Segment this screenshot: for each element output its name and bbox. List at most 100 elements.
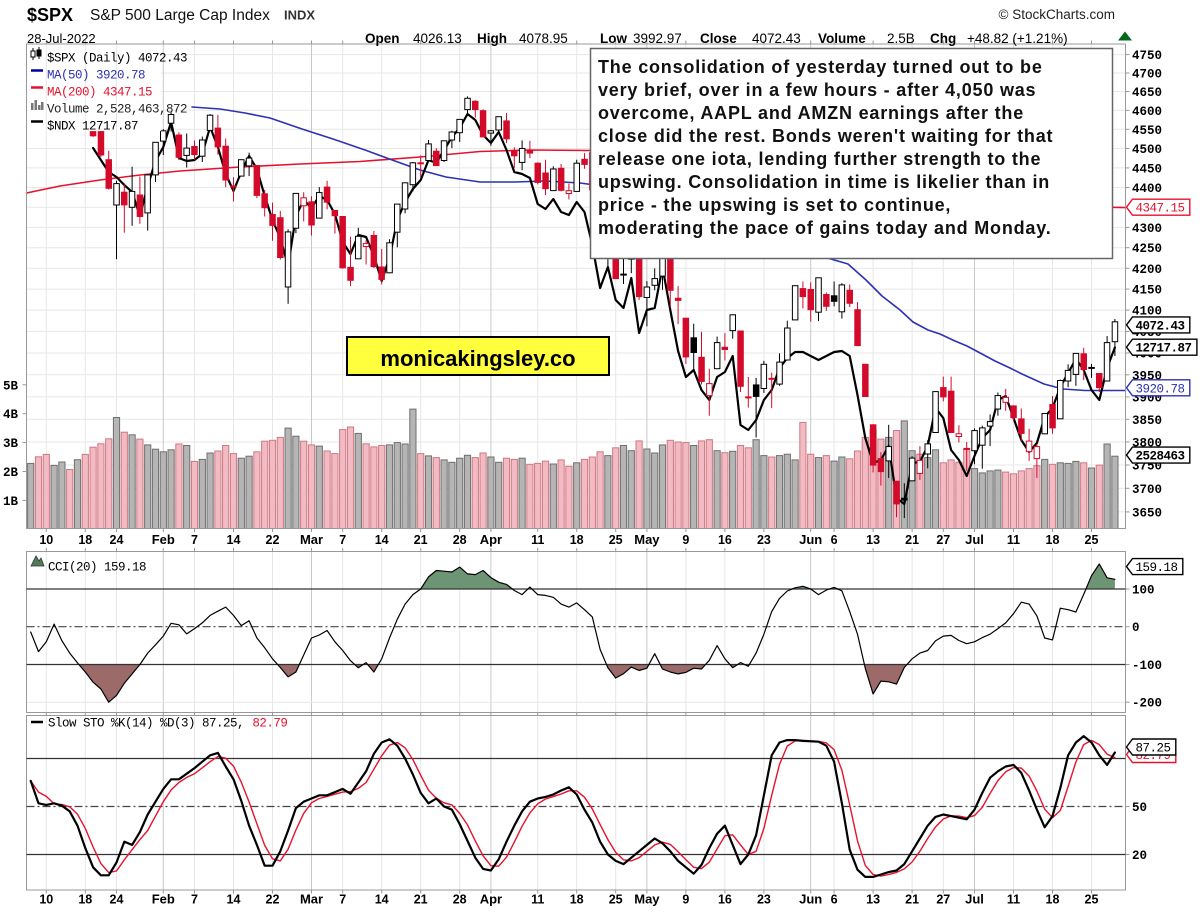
svg-text:4026.13: 4026.13: [413, 31, 462, 46]
svg-text:22: 22: [266, 533, 280, 547]
svg-text:moderating the pace of gains t: moderating the pace of gains today and M…: [598, 218, 1052, 238]
svg-text:0: 0: [1132, 621, 1140, 635]
svg-text:21: 21: [414, 533, 428, 547]
svg-text:27: 27: [936, 533, 950, 547]
svg-text:Apr: Apr: [480, 892, 502, 907]
svg-text:4750: 4750: [1132, 49, 1162, 63]
svg-text:18: 18: [78, 893, 92, 907]
svg-text:Volume 2,528,463,872: Volume 2,528,463,872: [47, 103, 187, 117]
svg-text:27: 27: [936, 893, 950, 907]
svg-text:Volume: Volume: [818, 31, 866, 46]
svg-text:INDX: INDX: [284, 8, 315, 23]
svg-text:Chg: Chg: [930, 31, 956, 46]
svg-text:18: 18: [570, 533, 584, 547]
svg-text:10: 10: [39, 533, 53, 547]
svg-text:Low: Low: [600, 31, 627, 46]
svg-text:3992.97: 3992.97: [633, 31, 682, 46]
svg-text:23: 23: [757, 893, 771, 907]
svg-text:20: 20: [1132, 849, 1147, 863]
svg-text:12717.87: 12717.87: [1136, 342, 1192, 356]
svg-text:3920.78: 3920.78: [1136, 382, 1185, 396]
svg-text:16: 16: [718, 533, 732, 547]
svg-text:14: 14: [227, 533, 241, 547]
svg-text:2.5B: 2.5B: [887, 31, 915, 46]
svg-text:Mar: Mar: [300, 892, 323, 907]
svg-text:4400: 4400: [1132, 182, 1162, 196]
svg-text:13: 13: [866, 893, 880, 907]
svg-text:Jul: Jul: [965, 532, 984, 547]
svg-text:3850: 3850: [1132, 414, 1162, 428]
svg-text:13: 13: [866, 533, 880, 547]
svg-text:100: 100: [1132, 584, 1155, 598]
svg-text:$SPX (Daily) 4072.43: $SPX (Daily) 4072.43: [47, 52, 187, 66]
svg-text:Jun: Jun: [799, 892, 822, 907]
svg-text:© StockCharts.com: © StockCharts.com: [999, 7, 1115, 22]
svg-text:High: High: [477, 31, 507, 46]
svg-text:18: 18: [570, 893, 584, 907]
svg-text:-200: -200: [1132, 697, 1162, 711]
svg-text:21: 21: [414, 893, 428, 907]
svg-text:CCI(20) 159.18: CCI(20) 159.18: [48, 561, 146, 575]
svg-text:9: 9: [682, 893, 689, 907]
svg-text:monicakingsley.co: monicakingsley.co: [380, 346, 575, 371]
svg-text:Feb: Feb: [152, 892, 175, 907]
svg-text:25: 25: [1085, 893, 1099, 907]
svg-text:7: 7: [339, 893, 346, 907]
svg-text:4550: 4550: [1132, 124, 1162, 138]
svg-text:price - the upswing is set to: price - the upswing is set to continue,: [598, 195, 951, 215]
svg-text:25: 25: [609, 893, 623, 907]
svg-text:S&P 500 Large Cap Index: S&P 500 Large Cap Index: [90, 7, 270, 24]
svg-text:2528463: 2528463: [1136, 450, 1185, 464]
svg-text:14: 14: [375, 893, 389, 907]
svg-text:21: 21: [905, 893, 919, 907]
svg-text:The consolidation of yesterday: The consolidation of yesterday turned ou…: [598, 57, 1043, 77]
svg-text:22: 22: [266, 893, 280, 907]
svg-text:7: 7: [191, 893, 198, 907]
svg-text:82.79: 82.79: [252, 717, 287, 731]
svg-text:4150: 4150: [1132, 284, 1162, 298]
svg-text:3650: 3650: [1132, 506, 1162, 520]
svg-text:28-Jul-2022: 28-Jul-2022: [27, 31, 96, 46]
svg-text:11: 11: [1007, 893, 1020, 907]
svg-text:4300: 4300: [1132, 222, 1162, 236]
svg-text:18: 18: [1046, 533, 1060, 547]
svg-text:4072.43: 4072.43: [752, 31, 801, 46]
svg-text:23: 23: [757, 533, 771, 547]
svg-text:3700: 3700: [1132, 483, 1162, 497]
svg-text:9: 9: [682, 533, 689, 547]
svg-text:24: 24: [110, 533, 124, 547]
svg-text:close did the rest. Bonds were: close did the rest. Bonds weren't waitin…: [598, 126, 1053, 146]
svg-text:24: 24: [110, 893, 124, 907]
svg-text:MA(50) 3920.78: MA(50) 3920.78: [47, 69, 145, 83]
svg-text:May: May: [634, 532, 660, 547]
svg-text:release one iota, lending furt: release one iota, lending further streng…: [598, 149, 1041, 169]
svg-text:4450: 4450: [1132, 162, 1162, 176]
svg-text:May: May: [634, 892, 660, 907]
svg-text:6: 6: [831, 893, 838, 907]
svg-text:$NDX 12717.87: $NDX 12717.87: [47, 120, 138, 134]
svg-text:18: 18: [78, 533, 92, 547]
svg-text:5B: 5B: [3, 379, 19, 393]
svg-text:4072.43: 4072.43: [1136, 319, 1185, 333]
svg-text:Slow STO %K(14) %D(3) 87.25,: Slow STO %K(14) %D(3) 87.25,: [48, 717, 244, 731]
svg-text:16: 16: [718, 893, 732, 907]
svg-text:28: 28: [453, 893, 467, 907]
svg-text:$SPX: $SPX: [27, 5, 73, 25]
svg-text:4700: 4700: [1132, 68, 1162, 82]
svg-text:Jun: Jun: [799, 532, 822, 547]
svg-text:4650: 4650: [1132, 86, 1162, 100]
svg-text:50: 50: [1132, 801, 1147, 815]
svg-text:4200: 4200: [1132, 263, 1162, 277]
svg-text:14: 14: [227, 893, 241, 907]
svg-text:11: 11: [1007, 533, 1020, 547]
svg-text:Mar: Mar: [300, 532, 323, 547]
svg-text:2B: 2B: [3, 466, 19, 480]
svg-text:Apr: Apr: [480, 532, 502, 547]
svg-text:159.18: 159.18: [1136, 561, 1178, 575]
svg-text:25: 25: [609, 533, 623, 547]
svg-text:10: 10: [39, 893, 53, 907]
svg-text:Jul: Jul: [965, 892, 984, 907]
svg-text:14: 14: [375, 533, 389, 547]
svg-text:21: 21: [905, 533, 919, 547]
svg-text:11: 11: [531, 893, 544, 907]
